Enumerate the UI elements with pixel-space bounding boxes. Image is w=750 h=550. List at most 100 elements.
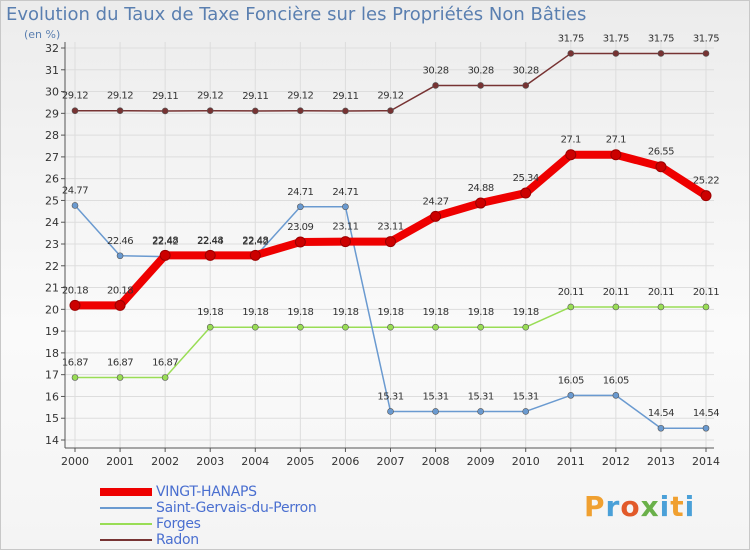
data-point xyxy=(116,107,124,115)
data-label: 20.11 xyxy=(693,287,719,298)
data-label: 27.1 xyxy=(561,135,581,146)
data-point xyxy=(297,107,304,115)
x-tick-label: 2007 xyxy=(377,455,405,468)
legend-label: Saint-Gervais-du-Perron xyxy=(156,500,317,516)
data-point xyxy=(432,82,439,89)
data-label: 29.12 xyxy=(197,91,223,102)
data-label: 19.18 xyxy=(377,307,403,318)
y-tick-label: 23 xyxy=(45,238,59,251)
data-label: 22.48 xyxy=(152,235,178,246)
legend-swatch xyxy=(100,539,152,541)
data-label: 20.18 xyxy=(62,285,88,296)
data-point xyxy=(69,299,81,311)
data-label: 19.18 xyxy=(287,307,313,318)
data-point xyxy=(612,392,620,399)
y-tick-label: 15 xyxy=(45,412,59,425)
data-label: 19.18 xyxy=(332,307,358,318)
data-label: 29.12 xyxy=(377,91,403,102)
data-point xyxy=(477,82,484,89)
x-tick-label: 2001 xyxy=(106,455,134,468)
y-tick-label: 31 xyxy=(45,64,59,77)
data-point xyxy=(161,107,169,115)
data-label: 16.87 xyxy=(107,357,133,368)
data-point xyxy=(702,50,710,57)
data-label: 20.11 xyxy=(558,287,584,298)
y-tick-label: 16 xyxy=(45,390,59,403)
data-point xyxy=(655,161,667,173)
data-point xyxy=(339,236,351,248)
data-point xyxy=(565,149,577,161)
data-label: 22.46 xyxy=(107,236,133,247)
data-point xyxy=(477,408,484,415)
data-label: 29.12 xyxy=(107,91,133,102)
data-point xyxy=(387,408,394,415)
data-label: 16.87 xyxy=(62,357,88,368)
data-point xyxy=(249,249,261,261)
data-label: 29.11 xyxy=(242,91,268,102)
data-point xyxy=(612,303,620,311)
data-label: 29.11 xyxy=(332,91,358,102)
data-point xyxy=(71,202,79,209)
data-point xyxy=(342,107,349,115)
x-tick-label: 2000 xyxy=(61,455,89,468)
data-label: 16.05 xyxy=(603,375,629,386)
data-label: 22.48 xyxy=(242,235,268,246)
data-label: 14.54 xyxy=(693,408,719,419)
data-point xyxy=(567,50,575,57)
x-tick-label: 2014 xyxy=(692,455,720,468)
data-point xyxy=(657,303,665,311)
data-label: 15.31 xyxy=(468,391,494,402)
data-label: 29.12 xyxy=(62,91,88,102)
data-label: 31.75 xyxy=(693,33,719,44)
y-tick-label: 28 xyxy=(45,129,59,142)
data-point xyxy=(206,107,214,115)
data-point xyxy=(612,50,620,57)
data-point xyxy=(116,374,124,381)
data-point xyxy=(567,392,575,399)
data-point xyxy=(522,82,530,89)
legend-label: Forges xyxy=(156,516,201,532)
data-point xyxy=(342,323,349,331)
legend-swatch xyxy=(100,507,152,509)
data-point xyxy=(477,323,484,331)
data-label: 30.28 xyxy=(468,65,494,76)
y-tick-label: 17 xyxy=(45,369,59,382)
x-tick-label: 2009 xyxy=(467,455,495,468)
data-point xyxy=(432,323,439,331)
data-label: 26.55 xyxy=(648,147,674,158)
y-tick-label: 29 xyxy=(45,107,59,120)
data-point xyxy=(342,203,349,211)
data-point xyxy=(385,236,396,248)
data-label: 19.18 xyxy=(242,307,268,318)
y-tick-label: 20 xyxy=(45,303,59,316)
data-label: 29.11 xyxy=(152,91,178,102)
data-point xyxy=(297,323,304,331)
data-point xyxy=(522,408,530,415)
data-label: 24.71 xyxy=(332,187,358,198)
data-label: 29.12 xyxy=(287,91,313,102)
x-tick-label: 2008 xyxy=(422,455,450,468)
x-tick-label: 2006 xyxy=(331,455,359,468)
y-tick-label: 14 xyxy=(45,434,59,447)
x-tick-label: 2003 xyxy=(196,455,224,468)
data-label: 16.87 xyxy=(152,357,178,368)
y-tick-label: 27 xyxy=(45,151,59,164)
data-label: 15.31 xyxy=(423,391,449,402)
data-point xyxy=(71,107,79,115)
data-point xyxy=(387,107,394,115)
data-point xyxy=(387,323,394,331)
data-point xyxy=(114,299,126,311)
data-point xyxy=(430,210,442,222)
data-label: 31.75 xyxy=(558,33,584,44)
data-label: 24.77 xyxy=(62,185,88,196)
proxiti-logo: Proxiti xyxy=(584,490,696,523)
data-point xyxy=(204,249,216,261)
data-label: 24.71 xyxy=(287,187,313,198)
data-label: 31.75 xyxy=(648,33,674,44)
y-tick-label: 30 xyxy=(45,86,59,99)
data-point xyxy=(251,323,259,331)
y-tick-label: 25 xyxy=(45,194,59,207)
data-point xyxy=(567,303,575,311)
y-tick-label: 19 xyxy=(45,325,59,338)
